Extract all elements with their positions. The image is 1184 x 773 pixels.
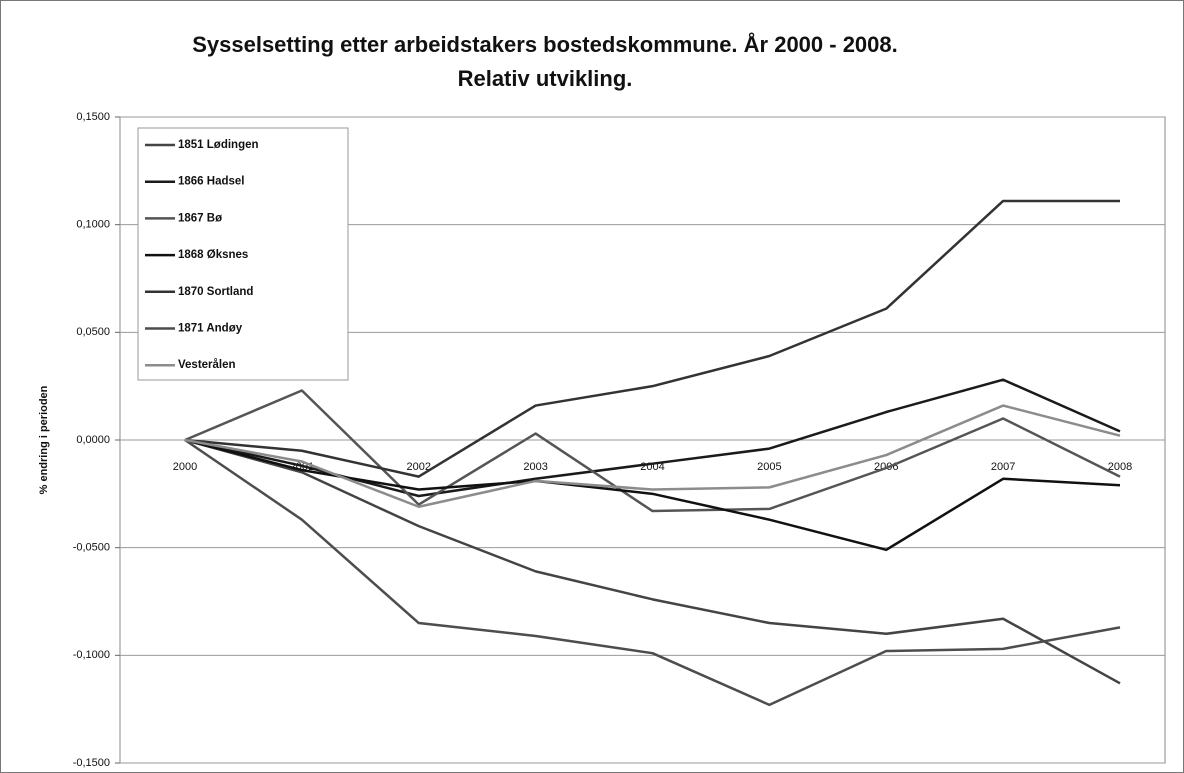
y-tick-label: 0,1000 xyxy=(76,219,110,231)
legend-label: 1851 Lødingen xyxy=(178,139,259,151)
y-tick-label: 0,0500 xyxy=(76,326,110,338)
chart-subtitle: Relativ utvikling. xyxy=(458,66,633,91)
series-line xyxy=(184,438,1121,685)
legend-label: 1867 Bø xyxy=(178,212,222,224)
x-tick-label: 2008 xyxy=(1108,461,1132,473)
legend-label: 1866 Hadsel xyxy=(178,176,245,188)
x-tick-label: 2003 xyxy=(523,461,547,473)
y-tick-label: -0,1500 xyxy=(73,757,110,769)
legend-label: 1871 Andøy xyxy=(178,323,243,335)
chart-title: Sysselsetting etter arbeidstakers bosted… xyxy=(192,31,898,57)
y-tick-label: 0,1500 xyxy=(76,111,110,123)
legend-label: Vesterålen xyxy=(178,359,236,371)
series-line xyxy=(184,199,1120,478)
x-tick-label: 2000 xyxy=(173,461,197,473)
legend-label: 1870 Sortland xyxy=(178,286,253,298)
y-tick-label: 0,0000 xyxy=(76,434,110,446)
y-tick-label: -0,0500 xyxy=(73,542,110,554)
x-tick-label: 2005 xyxy=(757,461,781,473)
x-tick-label: 2002 xyxy=(407,461,431,473)
series-line xyxy=(184,404,1121,509)
series-line xyxy=(184,438,1121,707)
y-tick-label: -0,1000 xyxy=(73,649,110,661)
series-line xyxy=(184,389,1121,513)
y-axis-title: % endring i perioden xyxy=(38,385,50,494)
x-tick-label: 2007 xyxy=(991,461,1015,473)
legend-label: 1868 Øksnes xyxy=(178,249,248,261)
